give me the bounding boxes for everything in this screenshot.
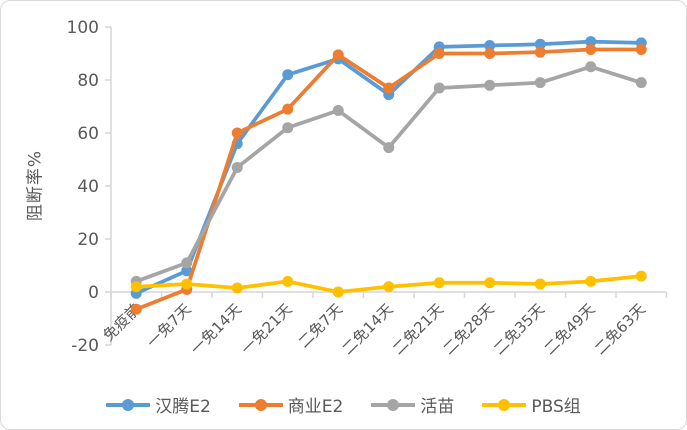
legend-label: 汉腾E2: [155, 397, 211, 417]
data-point: [181, 257, 193, 269]
x-category-label: 一免21天: [238, 300, 296, 358]
data-point: [484, 48, 496, 59]
data-point: [332, 286, 344, 298]
data-point: [332, 49, 344, 61]
y-tick-label: 0: [88, 283, 99, 303]
legend-marker-icon: [106, 398, 151, 411]
data-point: [282, 103, 294, 115]
data-point: [433, 82, 445, 94]
data-point: [181, 278, 193, 290]
data-point: [635, 44, 647, 56]
data-point: [585, 36, 597, 48]
data-point: [383, 82, 395, 94]
y-tick-label: 80: [77, 71, 99, 91]
x-category-label: 二免63天: [591, 300, 649, 358]
data-point: [433, 48, 445, 59]
data-point: [231, 161, 243, 173]
x-category-label: 二免14天: [339, 300, 397, 358]
legend-item-3: PBS组: [482, 392, 581, 417]
data-point: [383, 142, 395, 154]
x-category-label: 二免7天: [295, 300, 346, 351]
data-point: [231, 282, 243, 294]
legend-label: 商业E2: [287, 397, 344, 417]
legend-item-0: 汉腾E2: [106, 392, 211, 417]
data-point: [635, 270, 647, 282]
data-point: [282, 275, 294, 287]
x-category-label: 二免49天: [541, 300, 599, 358]
data-point: [534, 46, 546, 58]
data-point: [534, 77, 546, 89]
legend-marker-icon: [238, 398, 283, 411]
x-category-label: 二免21天: [389, 300, 447, 358]
data-point: [130, 303, 142, 315]
chart-legend: 汉腾E2 商业E2 活苗 PBS组: [1, 392, 686, 417]
legend-marker-icon: [371, 398, 416, 411]
data-point: [181, 265, 193, 277]
data-point: [383, 281, 395, 293]
y-tick-label: 40: [77, 177, 99, 197]
data-point: [332, 104, 344, 116]
data-point: [534, 38, 546, 50]
data-point: [231, 127, 243, 139]
y-tick-label: -20: [71, 336, 99, 356]
data-point: [585, 44, 597, 56]
legend-item-1: 商业E2: [238, 392, 344, 417]
x-category-label: 二免35天: [490, 300, 548, 358]
data-point: [585, 61, 597, 73]
data-point: [585, 275, 597, 287]
data-point: [433, 277, 445, 289]
legend-label: PBS组: [531, 397, 581, 417]
legend-marker-icon: [482, 398, 527, 411]
data-point: [484, 40, 496, 52]
x-category-label: 二免28天: [440, 300, 498, 358]
series-line-0: [134, 39, 644, 296]
data-point: [282, 69, 294, 81]
legend-label: 活苗: [420, 397, 455, 417]
data-point: [484, 277, 496, 289]
data-point: [635, 77, 647, 89]
data-point: [282, 122, 294, 134]
x-category-label: 一免7天: [143, 300, 194, 351]
data-point: [534, 278, 546, 290]
y-tick-label: 100: [67, 18, 99, 38]
data-point: [484, 79, 496, 91]
y-tick-label: 20: [77, 230, 99, 250]
legend-item-2: 活苗: [371, 392, 454, 417]
y-tick-label: 60: [77, 124, 99, 144]
data-point: [130, 281, 142, 293]
x-category-label: 一免14天: [187, 300, 245, 358]
